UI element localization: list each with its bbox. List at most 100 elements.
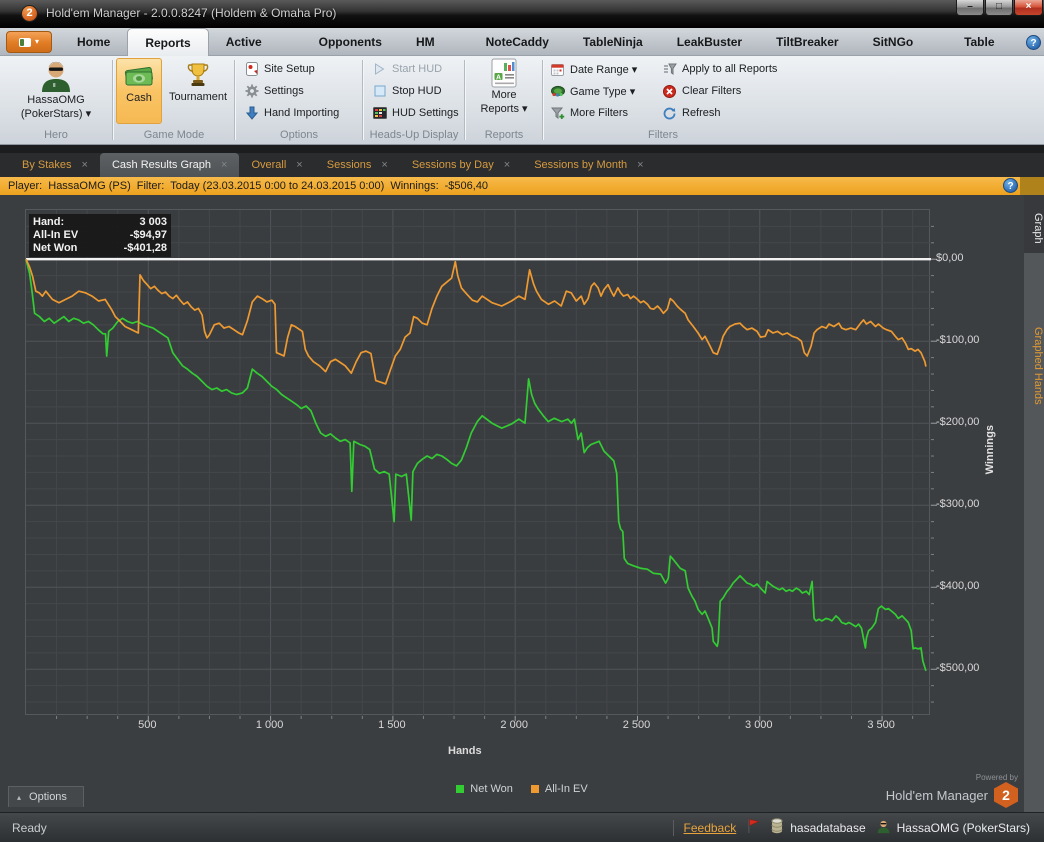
hero-avatar[interactable] xyxy=(38,60,74,97)
game-type-button[interactable]: Game Type ▾ xyxy=(550,83,635,99)
tab-overall[interactable]: Overall × xyxy=(239,153,314,177)
date-range-button[interactable]: Date Range ▾ xyxy=(550,61,637,77)
tournament-button[interactable]: Tournament xyxy=(166,58,230,124)
app-menu-button[interactable]: ▾ xyxy=(6,31,52,53)
database-icon xyxy=(770,818,784,837)
tab-by-stakes[interactable]: By Stakes × xyxy=(10,153,100,177)
close-icon[interactable]: × xyxy=(503,159,511,171)
filter-info-text: Player: HassaOMG (PS) Filter: Today (23.03.… xyxy=(0,180,494,192)
net-won-swatch xyxy=(456,785,465,793)
tab-sessions[interactable]: Sessions × xyxy=(315,153,400,177)
group-label-options: Options xyxy=(280,129,318,141)
tab-active-session[interactable]: Active Session xyxy=(225,35,272,77)
refresh-label: Refresh xyxy=(682,107,721,119)
tab-reports[interactable]: Reports xyxy=(127,28,209,56)
close-icon[interactable]: × xyxy=(637,159,644,171)
ribbon-group-game-mode: Cash Tournament Game Mode xyxy=(114,56,234,144)
close-icon[interactable]: × xyxy=(381,159,388,171)
feedback-link[interactable]: Feedback xyxy=(683,820,737,835)
divider xyxy=(234,60,235,140)
group-label-hero: Hero xyxy=(44,129,68,141)
side-tab-graph[interactable]: Graph xyxy=(1024,195,1044,253)
more-reports-button[interactable]: A More Reports ▾ xyxy=(474,58,534,115)
x-tick-label: 2 000 xyxy=(500,719,528,731)
download-arrow-icon xyxy=(244,106,259,121)
tab-label: Sessions by Month xyxy=(534,159,628,171)
filter-info-bar: Player: HassaOMG (PS) Filter: Today (23.03.… xyxy=(0,177,1044,195)
chart-legend: Net Won All-In EV xyxy=(0,783,1044,795)
database-name: hasadatabase xyxy=(790,820,866,835)
tooltip-row: All-In EV -$94,97 xyxy=(33,229,167,242)
tab-strip-spacer xyxy=(0,145,1044,153)
brand-name: Hold'em Manager xyxy=(885,788,988,803)
tab-opponents[interactable]: Opponents xyxy=(318,35,382,49)
more-filters-button[interactable]: More Filters xyxy=(550,105,628,121)
legend-item-net-won: Net Won xyxy=(456,783,513,795)
tab-sessions-by-month[interactable]: Sessions by Month × xyxy=(522,153,655,177)
site-setup-label: Site Setup xyxy=(264,63,315,75)
chevron-down-icon: ▾ xyxy=(34,37,39,46)
options-button[interactable]: ▴ Options xyxy=(8,786,84,807)
group-label-game-mode: Game Mode xyxy=(143,129,205,141)
site-setup-button[interactable]: Site Setup xyxy=(244,61,315,77)
maximize-button[interactable]: □ xyxy=(985,0,1013,16)
options-label: Options xyxy=(29,791,67,803)
help-icon[interactable]: ? xyxy=(1026,35,1041,50)
more-reports-line1: More xyxy=(491,89,517,101)
clear-filters-button[interactable]: Clear Filters xyxy=(662,83,741,99)
account-name: HassaOMG (PokerStars) xyxy=(896,820,1030,835)
cash-button[interactable]: Cash xyxy=(116,58,162,124)
close-icon[interactable]: × xyxy=(81,159,88,171)
hero-name[interactable]: HassaOMG xyxy=(27,94,85,106)
database-status[interactable]: hasadatabase xyxy=(770,818,866,837)
hud-settings-label: HUD Settings xyxy=(392,107,459,119)
group-label-reports: Reports xyxy=(484,129,524,141)
playing-card-icon xyxy=(244,62,259,77)
winnings-chart[interactable]: Hand: 3 003 All-In EV -$94,97 Net Won -$401… xyxy=(25,209,937,721)
group-label-hud: Heads-Up Display xyxy=(369,129,459,141)
status-text: Ready xyxy=(12,820,47,835)
title-bar: 2 Hold'em Manager - 2.0.0.8247 (Holdem &… xyxy=(0,0,1044,28)
ribbon-tab-bar: ▾ Home Reports Active Session Opponents … xyxy=(0,28,1044,77)
winnings-label: Winnings: xyxy=(390,180,439,192)
hero-site-dropdown[interactable]: (PokerStars) ▾ xyxy=(20,108,92,120)
tab-sessions-by-day[interactable]: Sessions by Day × xyxy=(400,153,522,177)
flag-icon[interactable] xyxy=(746,818,760,837)
start-hud-button[interactable]: Start HUD xyxy=(372,61,442,77)
side-tab-graphed-hands[interactable]: Graphed Hands xyxy=(1032,327,1044,405)
tab-home[interactable]: Home xyxy=(77,35,111,49)
refresh-icon xyxy=(662,106,677,121)
tab-label: By Stakes xyxy=(22,159,72,171)
tab-leakbuster[interactable]: LeakBuster xyxy=(676,35,743,49)
tooltip-value: -$401,28 xyxy=(123,242,167,254)
hand-importing-button[interactable]: Hand Importing xyxy=(244,105,339,121)
apply-all-reports-button[interactable]: Apply to all Reports xyxy=(662,61,777,77)
stop-hud-label: Stop HUD xyxy=(392,85,442,97)
status-bar: Ready Feedback hasadatabase HassaOMG (Po… xyxy=(0,812,1044,842)
tab-tiltbreaker[interactable]: TiltBreaker xyxy=(776,35,839,49)
close-button[interactable]: × xyxy=(1014,0,1043,16)
account-status[interactable]: HassaOMG (PokerStars) xyxy=(876,819,1030,837)
refresh-button[interactable]: Refresh xyxy=(662,105,721,121)
close-icon[interactable]: × xyxy=(221,159,228,171)
tab-tableninja[interactable]: TableNinja 2 xyxy=(582,35,643,77)
tab-cash-results-graph[interactable]: Cash Results Graph × xyxy=(99,153,240,177)
hud-settings-button[interactable]: HUD Settings xyxy=(372,105,459,121)
tab-sitngo-wizard[interactable]: SitNGo Wizard xyxy=(872,35,914,77)
report-icon: A xyxy=(491,58,517,88)
player-value: HassaOMG (PS) xyxy=(48,180,131,192)
close-icon[interactable]: × xyxy=(296,159,303,171)
status-right-cluster: Feedback hasadatabase HassaOMG (PokerSta… xyxy=(672,818,1044,837)
minimize-button[interactable]: – xyxy=(956,0,984,16)
tab-label: Overall xyxy=(251,159,287,171)
tab-hm-apps[interactable]: HM Apps xyxy=(415,35,446,77)
settings-button[interactable]: Settings xyxy=(244,83,304,99)
side-tab-strip: Graph Graphed Hands xyxy=(1024,195,1044,812)
chart-canvas xyxy=(25,210,937,721)
help-icon[interactable]: ? xyxy=(1003,178,1018,193)
stop-hud-button[interactable]: Stop HUD xyxy=(372,83,442,99)
tab-notecaddy[interactable]: NoteCaddy xyxy=(485,35,549,49)
filter-value: Today (23.03.2015 0:00 to 24.03.2015 0:0… xyxy=(170,180,385,192)
more-filters-label: More Filters xyxy=(570,107,629,119)
